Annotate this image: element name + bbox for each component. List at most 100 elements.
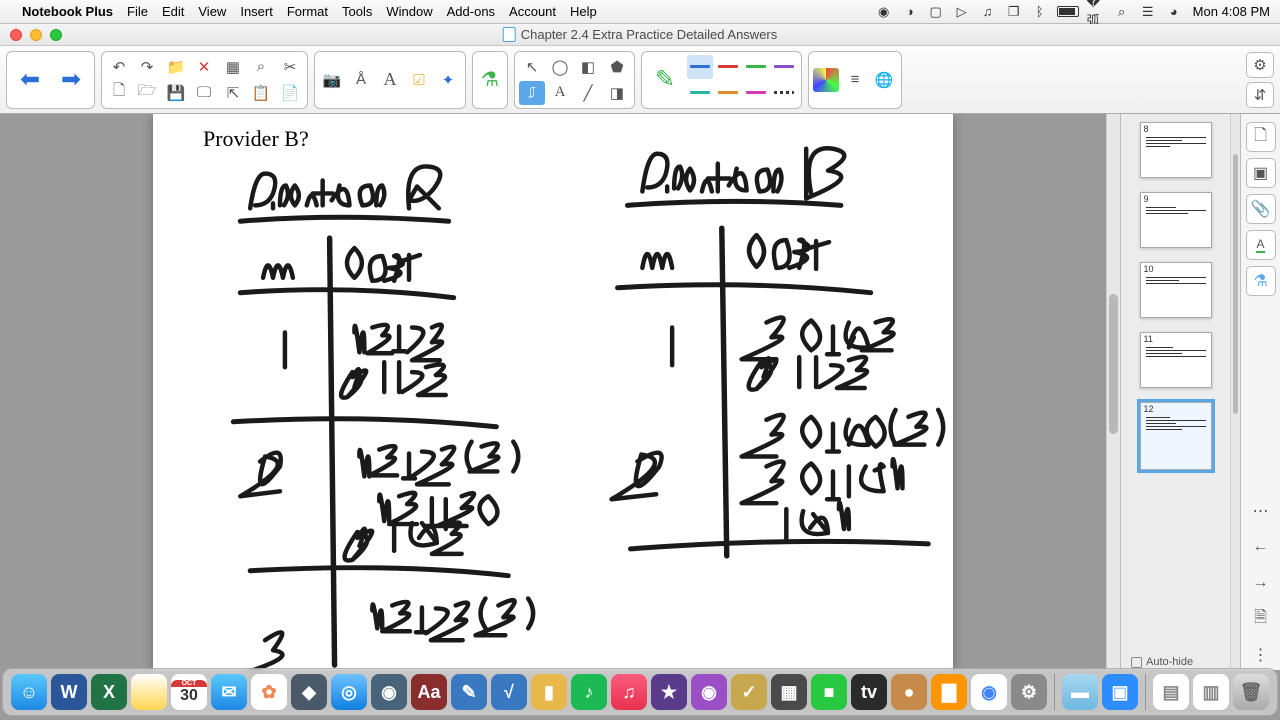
pen-red[interactable] [715,55,741,79]
page-thumbnail[interactable]: 8 [1140,122,1212,178]
dock-facetime[interactable]: ■ [811,674,847,710]
doc-icon[interactable]: 🗎 [1246,604,1276,634]
shape-button[interactable]: ✦ [435,68,461,92]
erase-tool[interactable]: ◧ [575,55,601,79]
page-thumbnail[interactable]: 11 [1140,332,1212,388]
more-icon[interactable]: ⋮ [1246,640,1276,670]
page-icon[interactable]: 🗋 [1246,122,1276,152]
attach-icon[interactable]: 📎 [1246,194,1276,224]
dock-zoom[interactable]: ▣ [1102,674,1138,710]
dock-app2[interactable]: ◉ [371,674,407,710]
menu-view[interactable]: View [198,4,226,19]
adjust-tool[interactable]: ⎎ [519,81,545,105]
dock-appletv[interactable]: tv [851,674,887,710]
autohide-checkbox[interactable]: Auto-hide [1131,656,1193,668]
page-thumbnail[interactable]: 9 [1140,192,1212,248]
pointer-tool[interactable]: ↖ [519,55,545,79]
open-button[interactable]: 🗁 [134,81,160,105]
clipboard-button[interactable]: 📋 [248,81,274,105]
status-icon[interactable]: ◉ [875,3,893,21]
next-icon[interactable]: → [1246,568,1276,598]
canvas-area[interactable]: Provider B? [0,114,1106,670]
dock-app4[interactable]: ▮ [531,674,567,710]
page[interactable]: Provider B? [153,114,953,670]
settings-button[interactable]: ⚙ [1246,52,1274,78]
dock-calendar[interactable]: OCT30 [171,674,207,710]
style-icon[interactable]: A [1246,230,1276,260]
puzzle-button[interactable]: ⚗ [477,68,503,92]
menu-addons[interactable]: Add-ons [447,4,495,19]
bucket-tool[interactable]: ⬟ [604,55,630,79]
search-button[interactable]: ⌕ [248,55,274,79]
image-icon[interactable]: ▣ [1246,158,1276,188]
minimize-button[interactable] [30,29,42,41]
dock-books[interactable]: ▇ [931,674,967,710]
dock-doc1[interactable]: ▤ [1153,674,1189,710]
screen-button[interactable]: 🖵 [191,81,217,105]
dock-finder[interactable]: ☺ [11,674,47,710]
dock-imovie[interactable]: ★ [651,674,687,710]
pen-dash[interactable] [771,81,797,105]
dock-dict[interactable]: Aa [411,674,447,710]
page-thumbnail-selected[interactable]: 12 [1140,402,1212,470]
lasso-tool[interactable]: ◯ [547,55,573,79]
text-button[interactable]: A [377,68,403,92]
undo-button[interactable]: ↶ [106,55,132,79]
control-icon[interactable]: ☰ [1139,3,1157,21]
menu-edit[interactable]: Edit [162,4,184,19]
dock-app3[interactable]: √ [491,674,527,710]
palette-button[interactable] [813,68,839,92]
menu-window[interactable]: Window [386,4,432,19]
addon-icon[interactable]: ⚗ [1246,266,1276,296]
next-page-button[interactable]: ➡ [52,56,90,104]
dock-notebook[interactable]: ✎ [451,674,487,710]
menu-account[interactable]: Account [509,4,556,19]
dock-app1[interactable]: ◆ [291,674,327,710]
dock-trash[interactable]: 🗑 [1233,674,1269,710]
redo-button[interactable]: ↷ [134,55,160,79]
menubar-clock[interactable]: Mon 4:08 PM [1193,4,1270,19]
globe-button[interactable]: 🌐 [871,68,897,92]
menu-help[interactable]: Help [570,4,597,19]
menu-file[interactable]: File [127,4,148,19]
save-button[interactable]: 💾 [163,81,189,105]
thumbnail-scrollbar[interactable] [1230,114,1240,670]
headphones-icon[interactable]: ♫ [979,3,997,21]
dock-excel[interactable]: X [91,674,127,710]
delete-button[interactable]: ✕ [191,55,217,79]
text-tool[interactable]: A [547,81,573,105]
folder-button[interactable]: 📁 [163,55,189,79]
thickness-button[interactable]: ≡ [842,68,868,92]
dock-spotify[interactable]: ♪ [571,674,607,710]
new-button[interactable]: 🗋 [106,81,132,105]
pen-blue[interactable] [687,55,713,79]
pen-teal[interactable] [687,81,713,105]
zoom-button[interactable] [50,29,62,41]
app-name[interactable]: Notebook Plus [22,4,113,19]
close-button[interactable] [10,29,22,41]
scrollbar-thumb[interactable] [1233,154,1238,414]
line-tool[interactable]: ╱ [575,81,601,105]
battery-icon[interactable] [1057,6,1079,17]
wifi-icon[interactable]: �弧 [1087,3,1105,21]
compass-button[interactable]: Å [348,68,374,92]
pen-magenta[interactable] [743,81,769,105]
dock-safari[interactable]: ◎ [331,674,367,710]
dock-settings[interactable]: ⚙ [1011,674,1047,710]
prev-icon[interactable]: ← [1246,532,1276,562]
pen-green[interactable] [743,55,769,79]
dock-chrome[interactable]: ◉ [971,674,1007,710]
status-icon[interactable]: ◑ [901,3,919,21]
checkbox-button[interactable]: ☑ [406,68,432,92]
dock-mail[interactable]: ✉ [211,674,247,710]
dock-photos[interactable]: ✿ [251,674,287,710]
table-button[interactable]: ▦ [220,55,246,79]
scrollbar-thumb[interactable] [1109,294,1118,434]
dock-podcast[interactable]: ◉ [691,674,727,710]
pen-tool[interactable]: ✎ [646,56,684,104]
dock-app5[interactable]: ✓ [731,674,767,710]
pen-purple[interactable] [771,55,797,79]
dock-doc2[interactable]: ▥ [1193,674,1229,710]
camera-button[interactable]: 📷 [319,68,345,92]
cut-button[interactable]: ✂ [277,55,303,79]
